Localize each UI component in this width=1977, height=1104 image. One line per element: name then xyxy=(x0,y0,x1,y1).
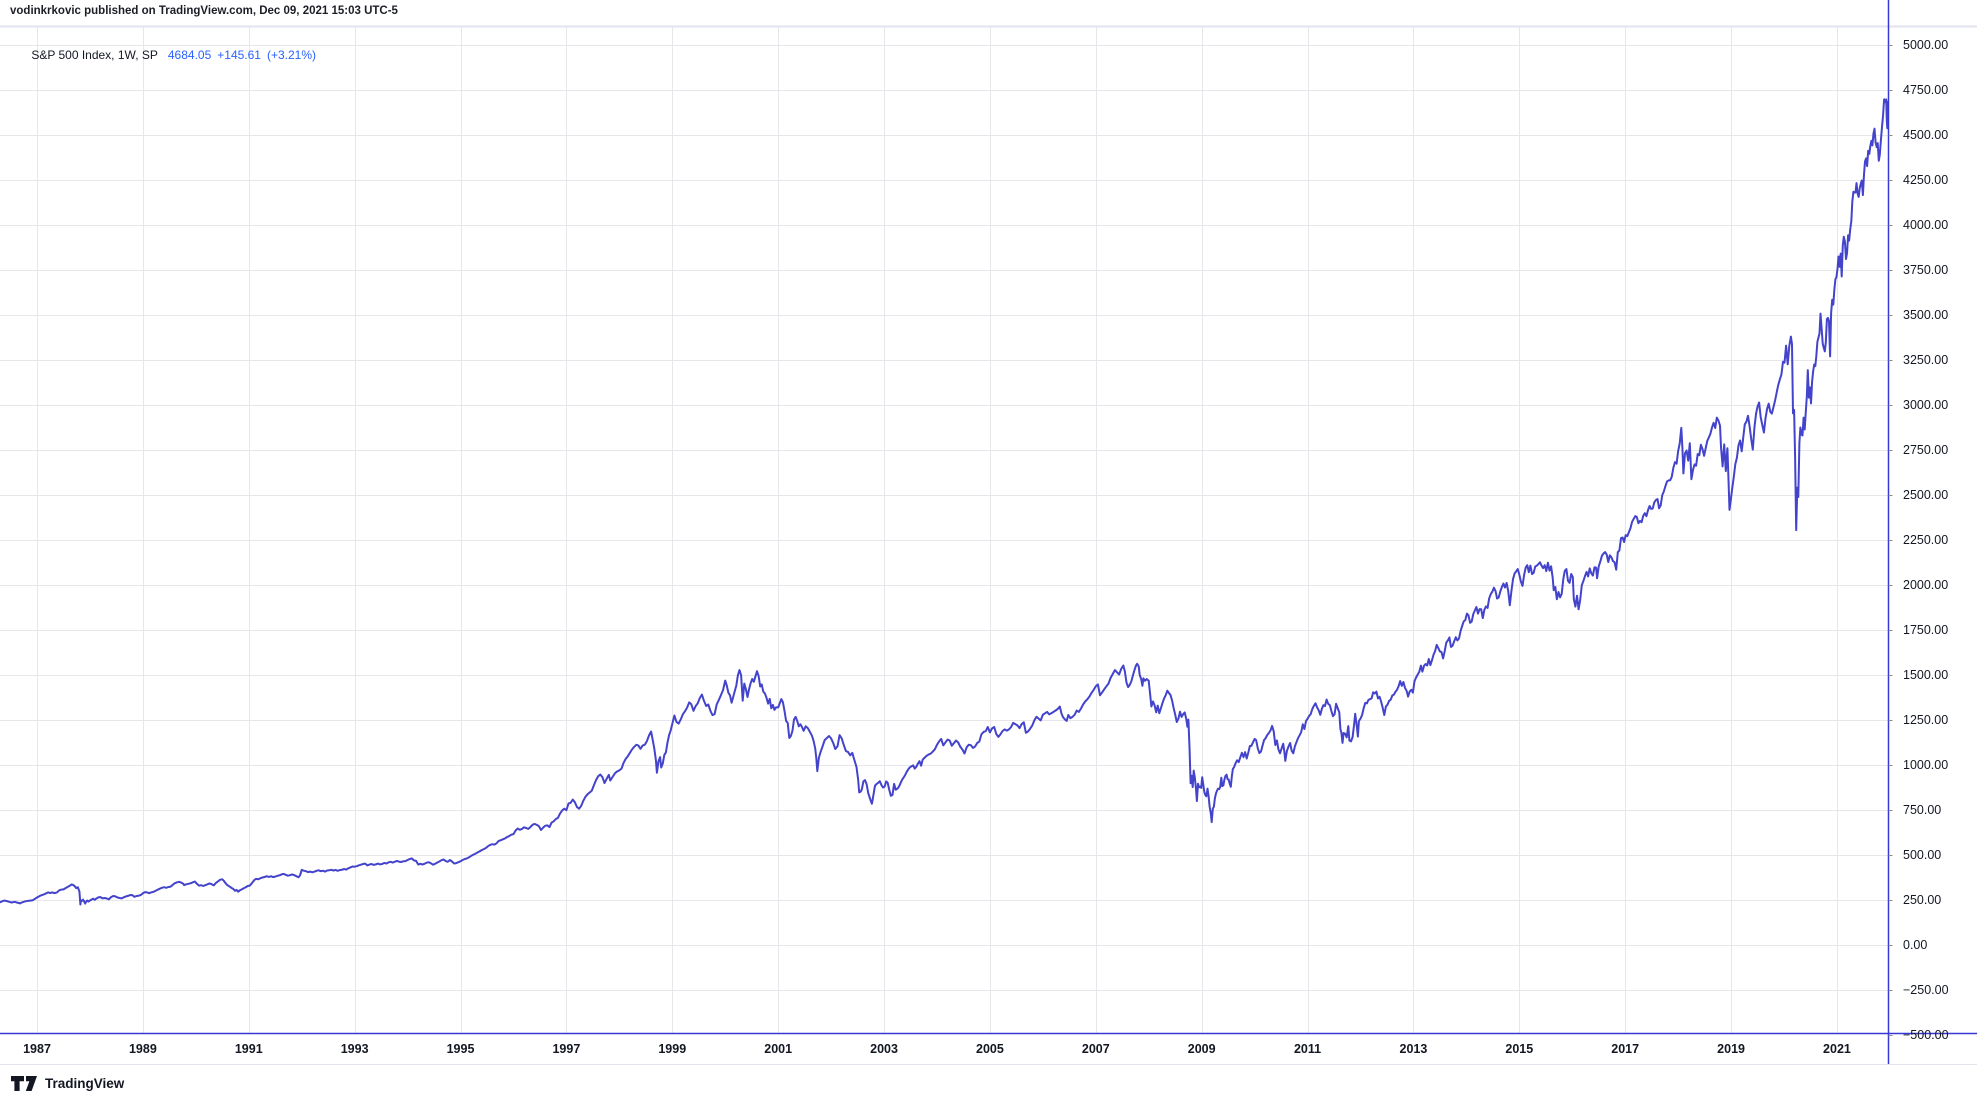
time-axis-label: 1991 xyxy=(234,1042,263,1056)
time-axis-label: 1999 xyxy=(658,1042,687,1056)
price-axis-label: 1750.00 xyxy=(1903,622,1949,637)
price-axis-label: 4000.00 xyxy=(1903,217,1949,232)
price-axis-label: 1500.00 xyxy=(1903,667,1949,682)
price-axis-label: 3250.00 xyxy=(1903,352,1949,367)
chart-legend: S&P 500 Index, 1W, SP 4684.05 +145.61 (+3.2… xyxy=(18,34,322,76)
time-axis-label: 2017 xyxy=(1611,1042,1640,1056)
symbol-title[interactable]: S&P 500 Index, 1W, SP xyxy=(31,48,158,62)
legend-values: 4684.05 +145.61 (+3.21%) xyxy=(168,48,322,62)
time-axis-label: 1995 xyxy=(446,1042,475,1056)
price-axis-label: 5000.00 xyxy=(1903,37,1949,52)
price-axis-label: 4250.00 xyxy=(1903,172,1949,187)
time-axis-label: 2007 xyxy=(1081,1042,1110,1056)
price-axis-label: 0.00 xyxy=(1903,937,1928,952)
time-axis-label: 2021 xyxy=(1823,1042,1851,1056)
price-axis-label: 3500.00 xyxy=(1903,307,1949,322)
time-axis-label: 2009 xyxy=(1187,1042,1216,1056)
price-axis-label: 4750.00 xyxy=(1903,82,1949,97)
time-axis-label: 1987 xyxy=(23,1042,51,1056)
price-axis-label: 2250.00 xyxy=(1903,532,1949,547)
tradingview-logo-icon xyxy=(11,1076,37,1091)
sp500-series-line xyxy=(0,98,1889,906)
price-axis-label: 2000.00 xyxy=(1903,577,1949,592)
time-axis-label: 1997 xyxy=(552,1042,581,1056)
tradingview-attribution-footer[interactable]: TradingView xyxy=(10,1074,124,1093)
time-axis-label: 2019 xyxy=(1717,1042,1745,1056)
price-axis-label: 3750.00 xyxy=(1903,262,1949,277)
time-axis-label: 2001 xyxy=(764,1042,793,1056)
price-change-percent: (+3.21%) xyxy=(266,48,317,62)
brand-name: TradingView xyxy=(45,1076,125,1091)
last-price-value: 4684.05 xyxy=(167,48,212,62)
price-axis-label: 1250.00 xyxy=(1903,712,1949,727)
price-axis-label: −250.00 xyxy=(1903,982,1949,997)
time-axis-label: 2005 xyxy=(976,1042,1004,1056)
price-change-value: +145.61 xyxy=(217,48,261,62)
price-axis-label: 2500.00 xyxy=(1903,487,1949,502)
attribution-text: vodinkrkovic published on TradingView.co… xyxy=(10,5,398,17)
time-axis-label: 2011 xyxy=(1293,1042,1322,1056)
price-axis-label: 1000.00 xyxy=(1903,757,1949,772)
time-axis-label: 2015 xyxy=(1505,1042,1534,1056)
price-axis-label: −500.00 xyxy=(1903,1027,1949,1042)
time-axis-label: 2013 xyxy=(1399,1042,1428,1056)
price-axis-label: 2750.00 xyxy=(1903,442,1949,457)
time-axis-label: 2003 xyxy=(870,1042,898,1056)
time-axis-label: 1993 xyxy=(340,1042,369,1056)
price-axis-label: 3000.00 xyxy=(1903,397,1949,412)
time-axis-label: 1989 xyxy=(128,1042,157,1056)
price-axis-label: 750.00 xyxy=(1903,802,1942,817)
price-axis-label: 500.00 xyxy=(1903,847,1942,862)
price-axis-label: 4500.00 xyxy=(1903,127,1949,142)
price-axis-label: 250.00 xyxy=(1903,892,1942,907)
